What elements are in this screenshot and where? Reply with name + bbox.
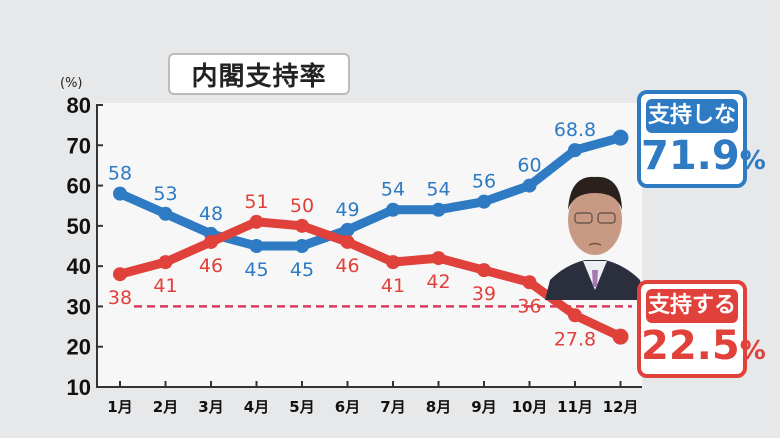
data-label: 48 [199, 203, 223, 225]
data-label: 46 [335, 255, 359, 277]
x-tick-label: 12月 [603, 398, 639, 416]
data-point [249, 214, 264, 229]
data-point [612, 129, 629, 146]
data-label: 39 [472, 283, 496, 305]
data-label: 41 [381, 275, 405, 297]
x-tick-label: 4月 [244, 398, 269, 416]
data-label: 56 [472, 171, 496, 193]
y-tick-label: 40 [67, 254, 91, 279]
data-point [522, 275, 537, 290]
x-tick-label: 7月 [380, 398, 405, 416]
data-point [522, 178, 537, 193]
y-tick-label: 50 [67, 214, 91, 239]
data-point [612, 328, 629, 345]
x-tick-label: 3月 [198, 398, 223, 416]
data-point [158, 206, 173, 221]
x-tick-label: 5月 [289, 398, 314, 416]
y-tick-label: 80 [67, 93, 91, 118]
data-point [295, 218, 309, 233]
y-tick-label: 70 [67, 133, 91, 158]
data-point [431, 251, 446, 266]
data-label: 45 [290, 259, 314, 281]
x-tick-label: 1月 [107, 398, 132, 416]
disapprove-value: 71.9% [641, 133, 766, 179]
disapprove-label: 支持しない [646, 99, 738, 162]
data-label: 50 [290, 195, 314, 217]
approve-badge: 支持する 22.5% [637, 280, 766, 378]
y-tick-label: 30 [67, 294, 91, 319]
x-tick-label: 9月 [471, 398, 496, 416]
y-axis-unit: (%) [60, 76, 83, 91]
data-label: 54 [426, 179, 450, 201]
data-label: 68.8 [554, 119, 596, 141]
data-point [204, 234, 218, 249]
data-point [568, 308, 582, 323]
data-label: 41 [153, 275, 177, 297]
approve-label: 支持する [646, 289, 738, 323]
data-label: 36 [517, 295, 541, 317]
data-point [477, 194, 491, 209]
data-label: 53 [153, 183, 177, 205]
chart-title: 内閣支持率 [168, 53, 350, 95]
data-point [113, 186, 127, 201]
data-label: 58 [108, 163, 132, 185]
plot-area [97, 103, 642, 387]
data-point [158, 255, 173, 270]
data-point [431, 202, 446, 217]
data-point [340, 234, 355, 249]
y-tick-label: 60 [67, 174, 91, 199]
data-label: 38 [108, 287, 132, 309]
data-point [386, 202, 400, 217]
data-point [568, 143, 582, 158]
data-point [340, 222, 355, 237]
data-label: 51 [244, 191, 268, 213]
data-point [477, 263, 491, 278]
disapprove-badge: 支持しない 71.9% [637, 90, 766, 188]
y-tick-label: 10 [67, 375, 91, 400]
series-line [115, 133, 625, 251]
data-label: 45 [244, 259, 268, 281]
series-line [115, 217, 625, 342]
data-label: 42 [426, 271, 450, 293]
data-point [295, 239, 309, 253]
data-label: 49 [335, 199, 359, 221]
data-point [113, 267, 127, 282]
data-point [386, 255, 400, 270]
portrait-photo [545, 176, 645, 300]
y-tick-label: 20 [67, 335, 91, 360]
data-label: 54 [381, 179, 405, 201]
approve-value: 22.5% [641, 323, 766, 369]
data-label: 46 [199, 255, 223, 277]
x-tick-label: 8月 [426, 398, 451, 416]
data-label: 27.8 [554, 328, 596, 350]
x-tick-label: 11月 [557, 398, 593, 416]
x-tick-label: 2月 [153, 398, 178, 416]
data-label: 60 [517, 155, 541, 177]
x-tick-label: 6月 [335, 398, 360, 416]
x-tick-label: 10月 [512, 398, 548, 416]
data-point [249, 239, 264, 253]
